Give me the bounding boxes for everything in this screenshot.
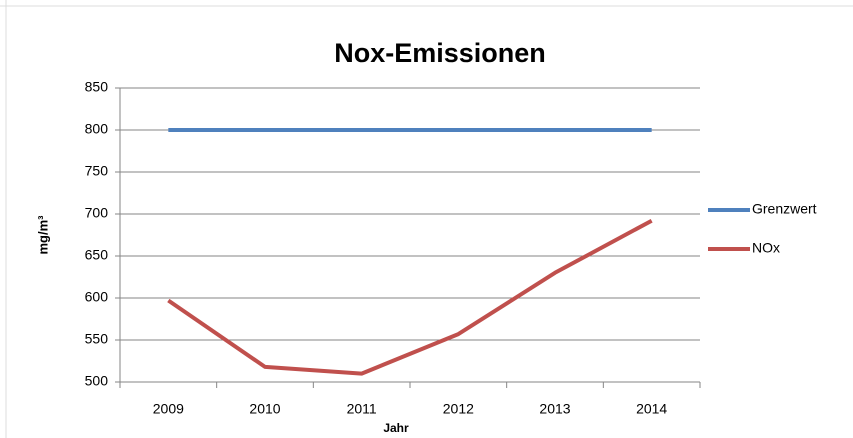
legend-label: NOx <box>752 240 780 256</box>
y-tick-label: 600 <box>85 289 109 305</box>
y-tick-label: 500 <box>85 373 109 389</box>
y-axis-label: mg/m³ <box>35 215 50 255</box>
x-tick-label: 2013 <box>539 401 570 417</box>
y-tick-label: 700 <box>85 205 109 221</box>
chart-title: Nox-Emissionen <box>334 38 546 68</box>
x-tick-label: 2014 <box>636 401 667 417</box>
y-tick-label: 650 <box>85 247 109 263</box>
legend-label: Grenzwert <box>752 201 817 217</box>
x-tick-label: 2010 <box>249 401 280 417</box>
x-axis-label: Jahr <box>383 421 409 435</box>
x-tick-label: 2011 <box>347 401 377 417</box>
y-tick-label: 550 <box>85 331 109 347</box>
y-tick-label: 850 <box>85 79 109 95</box>
y-tick-label: 750 <box>85 163 109 179</box>
x-tick-label: 2012 <box>443 401 474 417</box>
series-line <box>167 218 653 376</box>
x-tick-label: 2009 <box>153 401 184 417</box>
y-tick-label: 800 <box>85 121 109 137</box>
